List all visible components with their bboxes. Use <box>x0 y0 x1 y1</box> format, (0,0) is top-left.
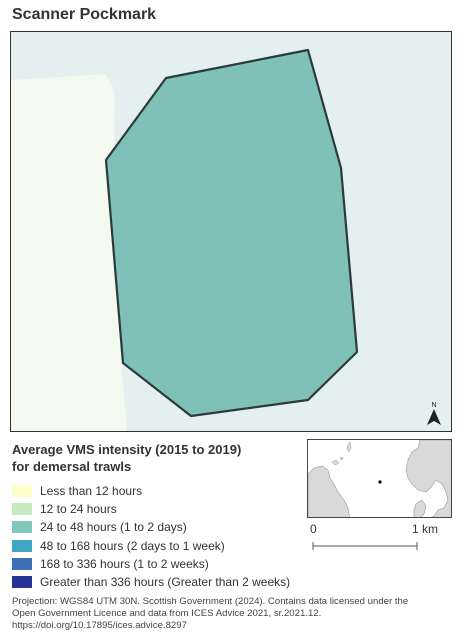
low-intensity-area <box>11 74 127 431</box>
scanner-pockmark-site[interactable] <box>104 48 359 418</box>
norway-landmass <box>405 440 451 517</box>
shetland-islands <box>346 441 352 453</box>
footer-line2: Open Government Licence and data from IC… <box>12 608 322 619</box>
legend-label: 168 to 336 hours (1 to 2 weeks) <box>40 556 209 571</box>
north-arrow-icon <box>427 409 441 425</box>
denmark-landmass <box>413 499 427 517</box>
legend-label: Greater than 336 hours (Greater than 2 w… <box>40 574 291 589</box>
legend-title-line2: for demersal trawls <box>12 459 132 474</box>
legend: Less than 12 hours 12 to 24 hours 24 to … <box>12 482 290 591</box>
legend-title-line1: Average VMS intensity (2015 to 2019) <box>12 442 242 457</box>
legend-label: Less than 12 hours <box>40 484 143 498</box>
map-canvas <box>11 32 451 431</box>
north-arrow: N <box>425 400 443 426</box>
legend-swatch <box>12 503 32 516</box>
map-title: Scanner Pockmark <box>12 6 157 23</box>
attribution-footer: Projection: WGS84 UTM 30N. Scottish Gove… <box>12 596 458 632</box>
legend-item: 12 to 24 hours <box>12 500 290 518</box>
orkney-islands <box>331 456 344 466</box>
legend-item: Greater than 336 hours (Greater than 2 w… <box>12 573 290 591</box>
locator-inset-map <box>307 439 452 518</box>
scale-end-label: 1 km <box>412 522 439 536</box>
site-location-marker <box>378 480 382 484</box>
main-map[interactable]: N <box>10 31 452 432</box>
locator-canvas <box>308 440 451 517</box>
legend-item: Less than 12 hours <box>12 482 290 500</box>
legend-swatch <box>12 521 32 534</box>
legend-swatch <box>12 575 32 588</box>
footer-line3: https://doi.org/10.17895/ices.advice.829… <box>12 620 187 631</box>
legend-swatch <box>12 557 32 570</box>
legend-item: 48 to 168 hours (2 days to 1 week) <box>12 537 290 555</box>
legend-item: 24 to 48 hours (1 to 2 days) <box>12 518 290 536</box>
legend-title: Average VMS intensity (2015 to 2019) for… <box>12 441 302 475</box>
legend-label: 12 to 24 hours <box>40 502 117 517</box>
footer-line1: Projection: WGS84 UTM 30N. Scottish Gove… <box>12 596 409 607</box>
legend-label: 24 to 48 hours (1 to 2 days) <box>40 520 187 535</box>
legend-swatch <box>12 485 32 497</box>
scotland-landmass <box>308 465 350 517</box>
legend-swatch <box>12 539 32 552</box>
legend-item: 168 to 336 hours (1 to 2 weeks) <box>12 555 290 573</box>
legend-label: 48 to 168 hours (2 days to 1 week) <box>40 538 225 553</box>
scale-start-label: 0 <box>310 522 317 536</box>
scale-bar-line <box>312 542 418 550</box>
north-arrow-label: N <box>431 402 436 409</box>
scale-bar: 0 1 km <box>306 522 446 554</box>
